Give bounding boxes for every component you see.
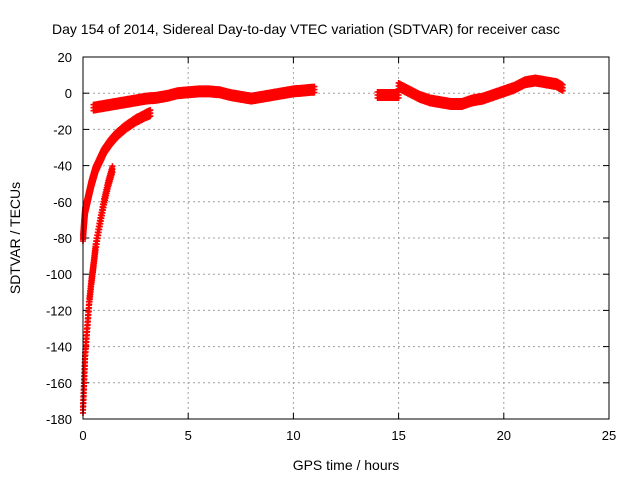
series-trace-main <box>90 83 318 114</box>
series-trace-late-a <box>374 89 402 102</box>
y-tick-label: -180 <box>46 412 72 427</box>
data-points <box>80 74 566 416</box>
y-tick-label: -60 <box>53 195 72 210</box>
x-tick-label: 5 <box>185 428 192 443</box>
y-tick-label: -80 <box>53 231 72 246</box>
y-tick-label: -40 <box>53 159 72 174</box>
y-tick-label: -20 <box>53 122 72 137</box>
grid <box>83 57 609 419</box>
y-tick-label: -140 <box>46 340 72 355</box>
series-trace-late-b <box>395 74 566 111</box>
y-tick-label: -100 <box>46 267 72 282</box>
axis-ticks: 0 5 10 15 20 25 20 0 -20 -40 -60 -80 -100 -120 -140 -16… <box>46 50 616 443</box>
y-axis-label: SDTVAR / TECUs <box>7 182 23 294</box>
plot-frame <box>82 56 610 420</box>
x-tick-label: 20 <box>497 428 511 443</box>
x-tick-label: 0 <box>79 428 86 443</box>
data-point <box>147 113 154 120</box>
series-trace-rise-a <box>80 107 154 244</box>
x-axis-label: GPS time / hours <box>293 457 400 473</box>
y-tick-label: 20 <box>58 50 72 65</box>
y-tick-label: -160 <box>46 376 72 391</box>
data-point <box>559 87 566 94</box>
x-tick-label: 25 <box>602 428 616 443</box>
data-point <box>109 169 116 176</box>
y-tick-label: 0 <box>65 86 72 101</box>
data-point <box>395 95 402 102</box>
y-tick-label: -120 <box>46 303 72 318</box>
data-point <box>311 89 318 96</box>
chart-title: Day 154 of 2014, Sidereal Day-to-day VTE… <box>52 21 560 37</box>
x-tick-label: 10 <box>286 428 300 443</box>
x-tick-label: 15 <box>391 428 405 443</box>
